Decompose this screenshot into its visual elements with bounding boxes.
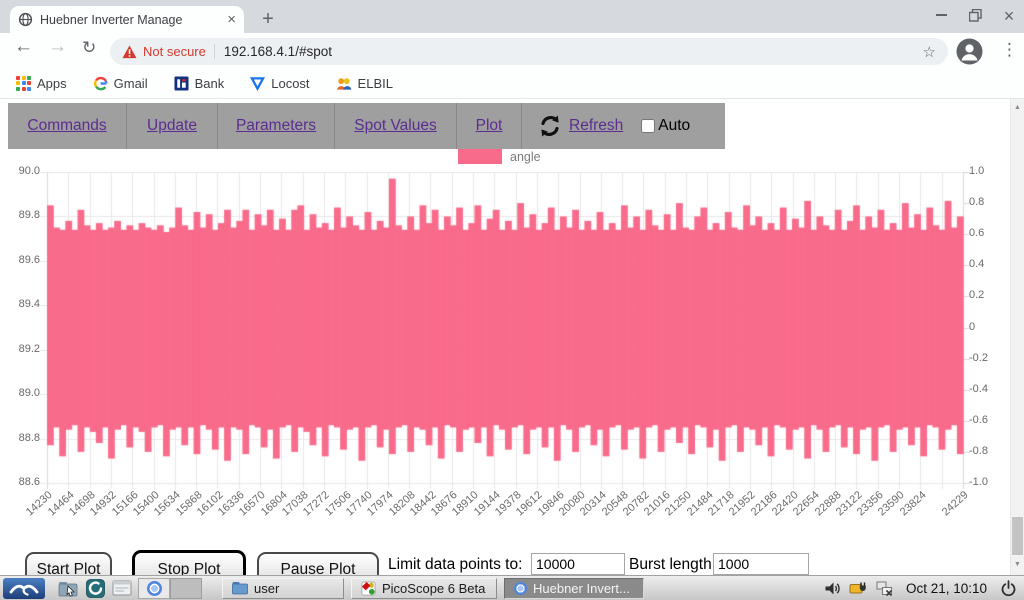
chromium-launcher[interactable] bbox=[138, 577, 170, 599]
folder-icon bbox=[232, 582, 248, 595]
taskbar-window-title: Huebner Invert... bbox=[533, 580, 630, 596]
taskbar-window-huebner[interactable]: Huebner Invert... bbox=[504, 577, 644, 599]
taskbar-window-user[interactable]: user bbox=[222, 577, 344, 599]
nav-parameters[interactable]: Parameters bbox=[218, 103, 335, 149]
nav-link-update[interactable]: Update bbox=[147, 117, 197, 134]
app-menu-button[interactable] bbox=[3, 577, 45, 599]
power-icon[interactable] bbox=[1000, 579, 1017, 597]
volume-icon[interactable] bbox=[824, 580, 842, 597]
desktop-pager[interactable] bbox=[170, 577, 202, 599]
warning-triangle-icon bbox=[122, 44, 137, 58]
browser-tab[interactable]: Huebner Inverter Manage × bbox=[10, 6, 244, 33]
auto-label: Auto bbox=[658, 117, 691, 134]
nav-link-commands[interactable]: Commands bbox=[27, 117, 107, 134]
bookmark-label: ELBIL bbox=[357, 75, 393, 91]
picoscope-beta-icon bbox=[361, 581, 376, 595]
limit-data-points-label: Limit data points to: bbox=[388, 556, 523, 573]
tab-close-icon[interactable]: × bbox=[227, 11, 236, 28]
refresh-arrows-icon[interactable] bbox=[538, 114, 562, 138]
window-close-button[interactable]: × bbox=[1003, 6, 1015, 26]
people-icon bbox=[336, 77, 352, 90]
burst-length-label: Burst length: bbox=[629, 556, 717, 573]
scroll-down-arrow[interactable]: ▼ bbox=[1014, 561, 1021, 568]
network-disconnected-icon[interactable] bbox=[876, 580, 893, 597]
forward-button[interactable]: → bbox=[48, 36, 67, 57]
bookmark-apps[interactable]: Apps bbox=[16, 75, 67, 91]
back-button[interactable]: ← bbox=[14, 36, 33, 57]
nav-link-parameters[interactable]: Parameters bbox=[235, 117, 317, 134]
browser-menu-button[interactable]: ⋮ bbox=[1001, 40, 1018, 59]
not-secure-label[interactable]: Not secure bbox=[143, 44, 206, 59]
bank-icon bbox=[174, 75, 189, 91]
page-scrollbar[interactable]: ▲ ▼ bbox=[1010, 99, 1024, 575]
taskbar-window-title: PicoScope 6 Beta bbox=[382, 580, 486, 596]
window-restore-button[interactable] bbox=[964, 8, 986, 31]
tab-title: Huebner Inverter Manage bbox=[40, 12, 222, 27]
page-nav-bar: Commands Update Parameters Spot Values P… bbox=[8, 103, 725, 149]
url-separator bbox=[213, 44, 215, 59]
taskbar: user PicoScope 6 Beta Huebner Invert... bbox=[0, 575, 1024, 600]
chart-legend[interactable]: angle bbox=[458, 149, 541, 164]
nav-spot-values[interactable]: Spot Values bbox=[335, 103, 457, 149]
battery-charging-icon[interactable] bbox=[849, 580, 869, 597]
minimize-icon bbox=[935, 14, 947, 16]
bookmark-label: Apps bbox=[37, 75, 67, 91]
browser-tab-strip: Huebner Inverter Manage × + × bbox=[0, 0, 1024, 33]
bookmark-gmail[interactable]: Gmail bbox=[93, 76, 148, 91]
legend-swatch bbox=[458, 149, 502, 164]
system-tray: Oct 21, 10:10 bbox=[824, 579, 1021, 597]
file-manager-launcher[interactable] bbox=[57, 578, 79, 599]
app-swirl-launcher[interactable] bbox=[84, 578, 106, 599]
taskbar-window-title: user bbox=[254, 580, 280, 596]
window-pager-launcher[interactable] bbox=[111, 578, 133, 599]
scrollbar-thumb[interactable] bbox=[1012, 517, 1023, 555]
avatar-icon bbox=[956, 38, 983, 65]
angle-plot-canvas bbox=[40, 172, 970, 490]
taskbar-clock[interactable]: Oct 21, 10:10 bbox=[905, 580, 987, 596]
limit-data-points-input[interactable] bbox=[531, 553, 625, 575]
bookmark-label: Locost bbox=[271, 75, 310, 91]
bookmark-locost[interactable]: Locost bbox=[250, 75, 310, 91]
nav-link-spot-values[interactable]: Spot Values bbox=[354, 117, 437, 134]
burst-length-input[interactable] bbox=[713, 553, 809, 575]
bookmark-label: Gmail bbox=[113, 75, 148, 91]
teal-swirl-icon bbox=[85, 578, 105, 598]
window-minimize-button[interactable] bbox=[930, 6, 952, 28]
auto-toggle: Auto bbox=[641, 117, 690, 135]
bookmarks-bar: Apps Gmail Bank Loco bbox=[0, 68, 1024, 99]
chromium-icon bbox=[514, 581, 527, 595]
tab-title-fade bbox=[195, 12, 222, 27]
nav-commands[interactable]: Commands bbox=[8, 103, 127, 149]
bookmark-label: Bank bbox=[194, 75, 225, 91]
lubuntu-bird-icon bbox=[9, 584, 39, 596]
bookmark-elbil[interactable]: ELBIL bbox=[336, 76, 393, 91]
profile-avatar[interactable] bbox=[956, 38, 983, 70]
bookmark-star-icon[interactable]: ☆ bbox=[922, 43, 936, 61]
address-bar[interactable]: Not secure 192.168.4.1/#spot ☆ bbox=[110, 38, 948, 65]
tab-favicon-globe-icon bbox=[18, 12, 33, 27]
nav-update[interactable]: Update bbox=[127, 103, 218, 149]
new-tab-button[interactable]: + bbox=[262, 8, 274, 30]
apps-grid-icon bbox=[16, 75, 31, 91]
refresh-link[interactable]: Refresh bbox=[569, 117, 624, 134]
chromium-icon bbox=[146, 580, 162, 596]
folder-cursor-icon bbox=[58, 581, 78, 597]
bookmark-bank[interactable]: Bank bbox=[174, 75, 225, 91]
auto-checkbox[interactable] bbox=[641, 119, 656, 133]
google-g-icon bbox=[93, 76, 108, 90]
nav-link-plot[interactable]: Plot bbox=[475, 117, 503, 134]
window-icon bbox=[112, 580, 132, 596]
scroll-up-arrow[interactable]: ▲ bbox=[1014, 104, 1021, 111]
legend-label: angle bbox=[510, 149, 541, 164]
taskbar-window-picoscope[interactable]: PicoScope 6 Beta bbox=[351, 577, 497, 599]
reload-button[interactable]: ↻ bbox=[82, 38, 97, 57]
restore-icon bbox=[968, 8, 982, 22]
nav-refresh-cell: Refresh Auto bbox=[522, 103, 725, 149]
url-text[interactable]: 192.168.4.1/#spot bbox=[223, 44, 332, 59]
nav-plot[interactable]: Plot bbox=[457, 103, 522, 149]
locost-icon bbox=[250, 76, 266, 91]
